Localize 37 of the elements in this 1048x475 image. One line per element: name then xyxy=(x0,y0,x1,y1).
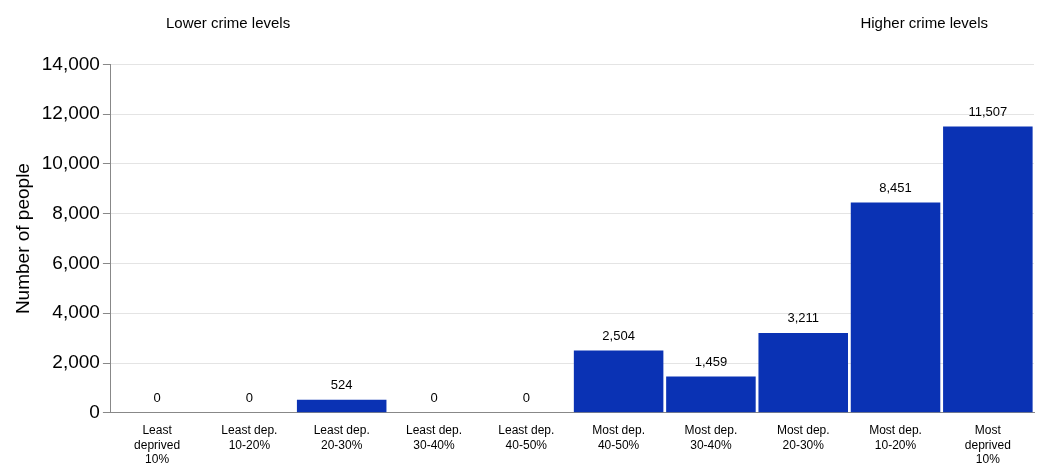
y-tick-label: 2,000 xyxy=(52,351,100,373)
y-axis-title: Number of people xyxy=(11,163,33,315)
data-label: 0 xyxy=(522,389,530,405)
bar xyxy=(943,126,1033,413)
bar xyxy=(296,399,387,413)
y-tick-label: 6,000 xyxy=(52,251,100,273)
y-tick-label: 8,000 xyxy=(52,201,100,223)
x-tick-label: Most dep. 40-50% xyxy=(592,423,645,452)
bar xyxy=(758,332,848,413)
data-label: 0 xyxy=(153,389,161,405)
bar xyxy=(850,202,941,413)
x-tick-label: Least dep. 20-30% xyxy=(313,423,370,452)
x-tick-label: Least dep. 10-20% xyxy=(221,423,278,452)
x-tick-label: Most dep. 30-40% xyxy=(684,423,738,452)
y-tick-label: 4,000 xyxy=(52,301,100,323)
x-tick-label: Least dep. 30-40% xyxy=(405,423,463,452)
x-tick-label: Least dep. 40-50% xyxy=(498,423,555,452)
data-label: 1,459 xyxy=(694,353,728,369)
data-label: 2,504 xyxy=(602,327,635,343)
bar xyxy=(666,376,756,413)
x-tick-label: Least deprived 10% xyxy=(134,423,181,467)
data-label: 8,451 xyxy=(879,179,912,195)
x-tick-label: Most deprived 10% xyxy=(964,423,1011,467)
data-label: 3,211 xyxy=(787,309,820,325)
data-label: 0 xyxy=(245,389,253,405)
y-tick-label: 0 xyxy=(89,401,100,423)
y-tick-label: 14,000 xyxy=(41,52,100,74)
bar xyxy=(573,350,664,413)
x-tick-label: Most dep. 10-20% xyxy=(869,423,922,452)
data-label: 0 xyxy=(430,389,438,405)
text: Higher crime levels xyxy=(860,14,988,31)
data-label: 11,507 xyxy=(968,103,1008,119)
y-tick-label: 12,000 xyxy=(41,102,100,124)
x-tick-label: Most dep. 20-30% xyxy=(776,423,830,452)
y-tick-label: 10,000 xyxy=(41,152,100,174)
text: Lower crime levels xyxy=(166,14,291,31)
data-label: 524 xyxy=(330,376,353,392)
